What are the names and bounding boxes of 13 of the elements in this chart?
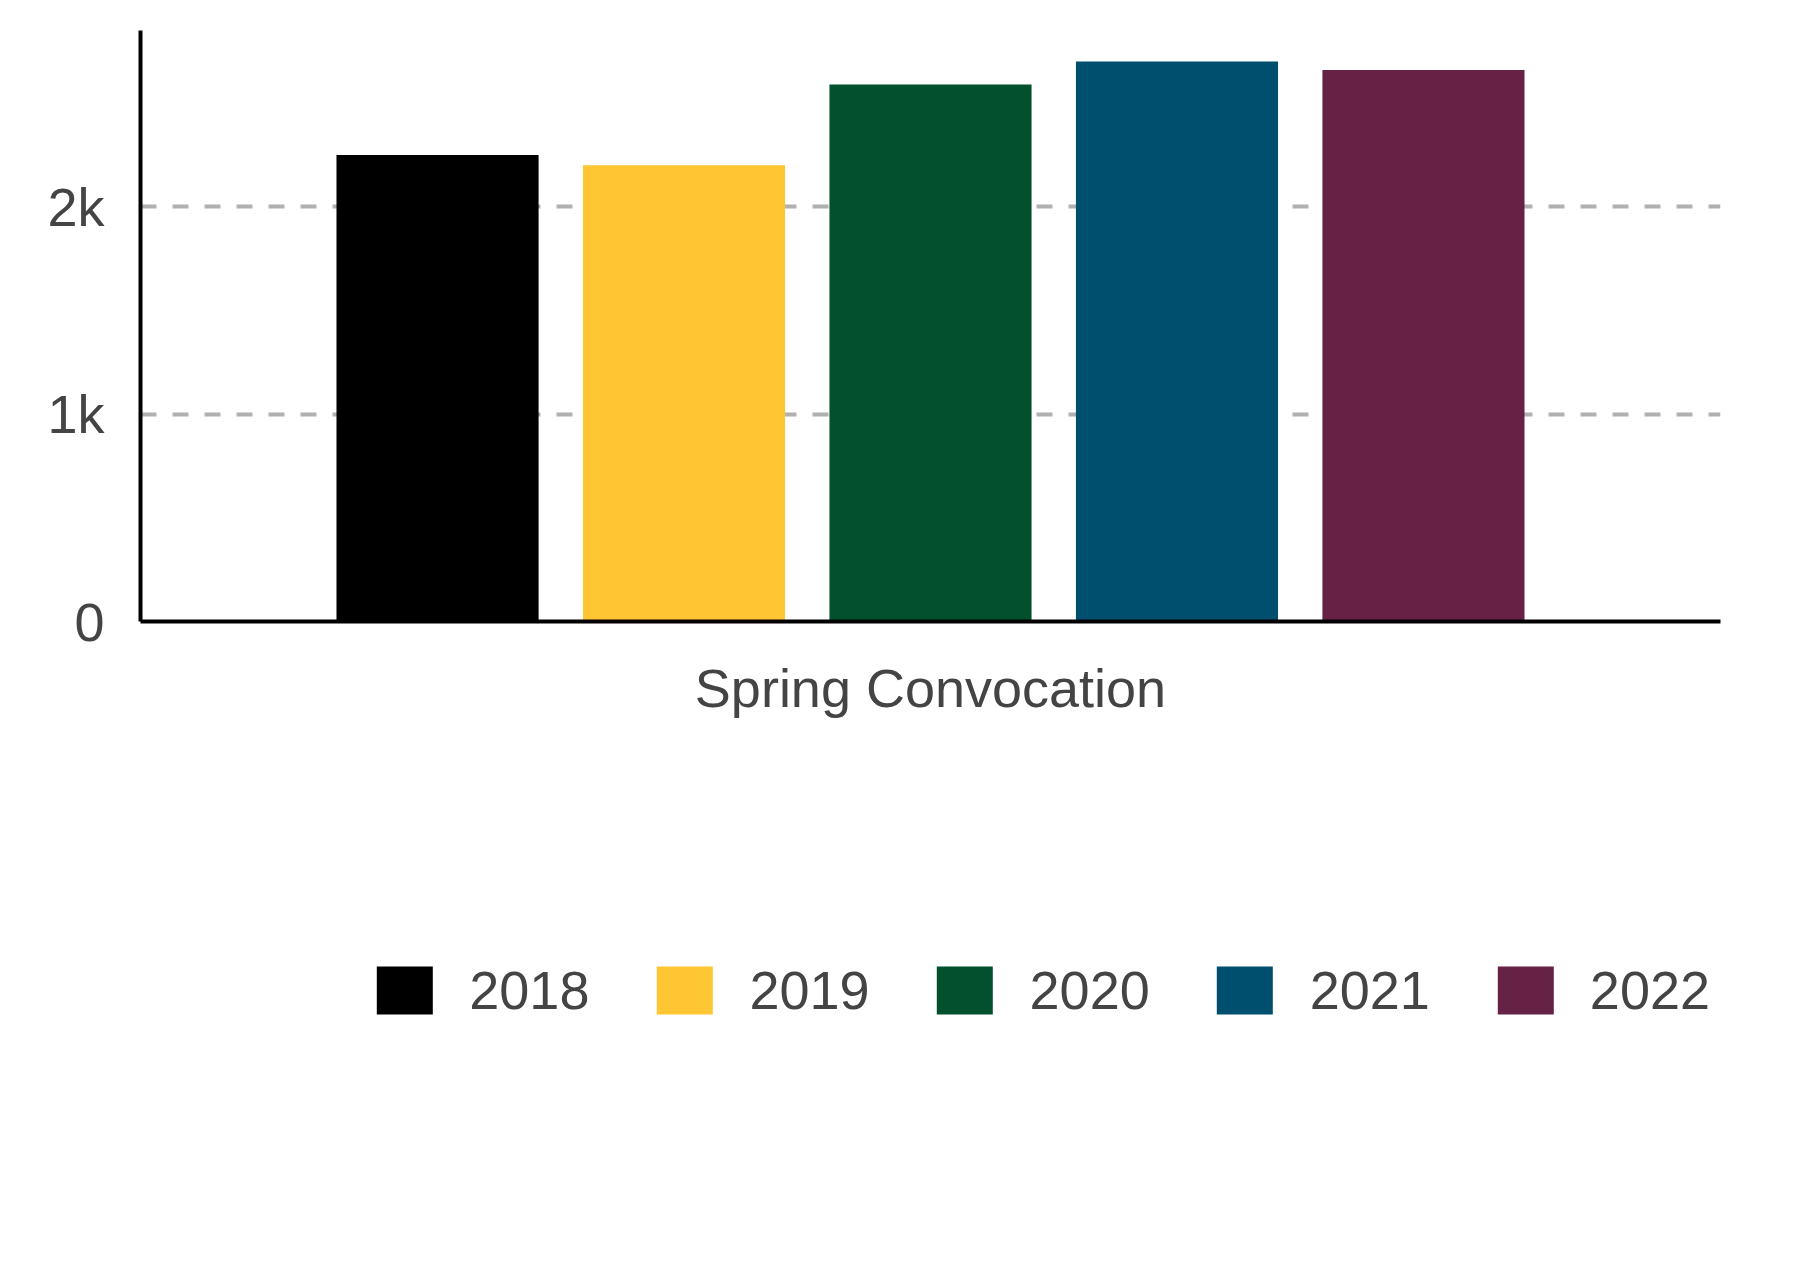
y-tick-label: 1k [47, 384, 106, 445]
bar [582, 165, 786, 622]
bar [829, 84, 1032, 622]
y-tick-label: 2k [47, 176, 106, 237]
legend-label: 2021 [1309, 959, 1430, 1021]
legend-label: 2019 [749, 959, 870, 1021]
legend-label: 2018 [469, 959, 590, 1021]
y-tick-label: 0 [74, 591, 105, 652]
x-tick-label: Spring Convocation [694, 657, 1167, 718]
legend-label: 2020 [1029, 959, 1150, 1021]
bar [1075, 61, 1279, 622]
bar [1322, 69, 1525, 622]
legend-label: 2022 [1589, 959, 1710, 1021]
